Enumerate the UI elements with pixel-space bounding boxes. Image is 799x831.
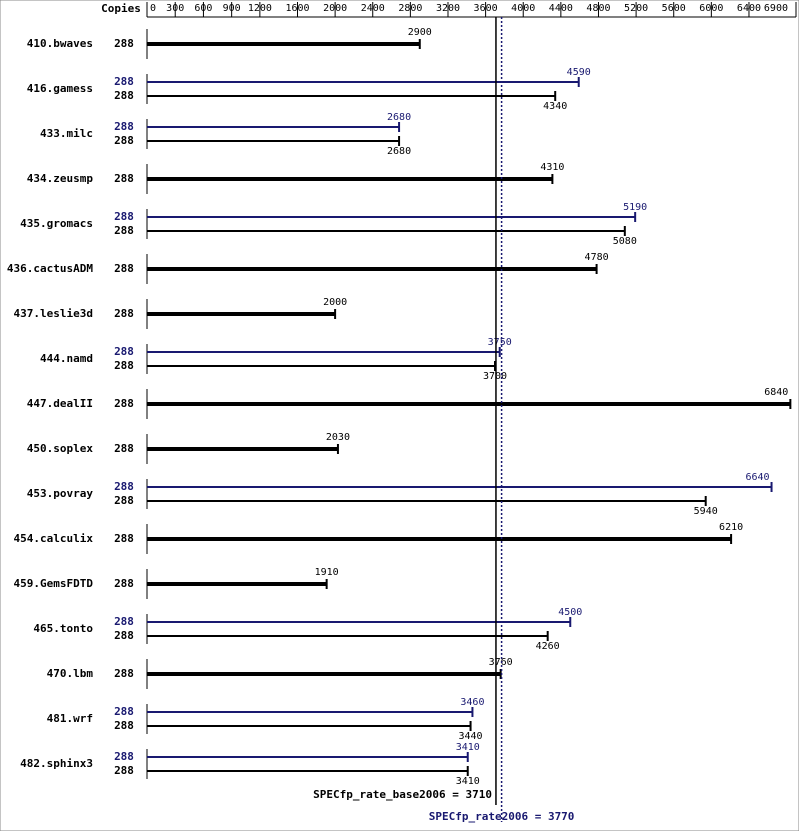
copies: 288 [114, 480, 134, 493]
copies: 288 [114, 615, 134, 628]
value-label: 4780 [585, 252, 609, 263]
copies: 288 [114, 750, 134, 763]
benchmark-name: 454.calculix [14, 532, 94, 545]
value-label: 5940 [694, 506, 718, 517]
value-label: 2680 [387, 112, 411, 123]
value-label: 2900 [408, 27, 432, 38]
benchmark-name: 434.zeusmp [27, 172, 94, 185]
copies: 288 [114, 210, 134, 223]
value-label: 3410 [456, 776, 480, 787]
x-tick-label: 1200 [248, 3, 272, 14]
copies: 288 [114, 224, 134, 237]
copies: 288 [114, 262, 134, 275]
copies: 288 [114, 764, 134, 777]
x-tick-label: 6900 [764, 3, 788, 14]
benchmark-name: 450.soplex [27, 442, 94, 455]
copies: 288 [114, 705, 134, 718]
benchmark-name: 435.gromacs [20, 217, 93, 230]
value-label: 4260 [536, 641, 560, 652]
benchmark-name: 470.lbm [47, 667, 94, 680]
x-tick-label: 6400 [737, 3, 761, 14]
value-label: 1910 [315, 567, 339, 578]
benchmark-name: 444.namd [40, 352, 93, 365]
copies: 288 [114, 37, 134, 50]
value-label: 5080 [613, 236, 637, 247]
x-tick-label: 4000 [511, 3, 535, 14]
x-tick-label: 5600 [662, 3, 686, 14]
x-tick-label: 4400 [549, 3, 573, 14]
value-label: 2680 [387, 146, 411, 157]
copies: 288 [114, 89, 134, 102]
benchmark-name: 481.wrf [47, 712, 93, 725]
benchmark-name: 410.bwaves [27, 37, 93, 50]
value-label: 6210 [719, 522, 743, 533]
reference-label: SPECfp_rate_base2006 = 3710 [313, 788, 492, 801]
value-label: 5190 [623, 202, 647, 213]
x-tick-label: 2000 [323, 3, 347, 14]
x-tick-label: 4800 [586, 3, 610, 14]
x-tick-label: 900 [223, 3, 241, 14]
copies: 288 [114, 719, 134, 732]
copies: 288 [114, 397, 134, 410]
benchmark-name: 437.leslie3d [14, 307, 93, 320]
copies: 288 [114, 667, 134, 680]
copies: 288 [114, 75, 134, 88]
x-tick-label: 1600 [285, 3, 309, 14]
value-label: 2000 [323, 297, 347, 308]
copies-header: Copies [101, 2, 141, 15]
benchmark-name: 416.gamess [27, 82, 93, 95]
value-label: 4340 [543, 101, 567, 112]
benchmark-name: 453.povray [27, 487, 94, 500]
copies: 288 [114, 359, 134, 372]
value-label: 6640 [745, 472, 769, 483]
benchmark-name: 482.sphinx3 [20, 757, 93, 770]
x-tick-label: 5200 [624, 3, 648, 14]
benchmark-name: 465.tonto [33, 622, 93, 635]
value-label: 4590 [567, 67, 591, 78]
x-tick-label: 6000 [699, 3, 723, 14]
x-tick-label: 600 [194, 3, 212, 14]
x-tick-label: 2800 [398, 3, 422, 14]
value-label: 6840 [764, 387, 788, 398]
value-label: 3440 [459, 731, 483, 742]
value-label: 3750 [488, 337, 512, 348]
copies: 288 [114, 577, 134, 590]
benchmark-name: 433.milc [40, 127, 93, 140]
value-label: 3700 [483, 371, 507, 382]
copies: 288 [114, 442, 134, 455]
copies: 288 [114, 307, 134, 320]
copies: 288 [114, 172, 134, 185]
value-label: 4500 [558, 607, 582, 618]
benchmark-name: 459.GemsFDTD [14, 577, 94, 590]
x-tick-label: 0 [150, 3, 156, 14]
copies: 288 [114, 120, 134, 133]
x-tick-label: 300 [166, 3, 184, 14]
value-label: 3410 [456, 742, 480, 753]
copies: 288 [114, 629, 134, 642]
reference-label: SPECfp_rate2006 = 3770 [429, 810, 575, 823]
copies: 288 [114, 345, 134, 358]
copies: 288 [114, 532, 134, 545]
x-tick-label: 3200 [436, 3, 460, 14]
benchmark-name: 436.cactusADM [7, 262, 93, 275]
copies: 288 [114, 134, 134, 147]
benchmark-name: 447.dealII [27, 397, 93, 410]
x-tick-label: 2400 [361, 3, 385, 14]
value-label: 2030 [326, 432, 350, 443]
x-tick-label: 3600 [474, 3, 498, 14]
value-label: 3760 [489, 657, 513, 668]
value-label: 4310 [540, 162, 564, 173]
copies: 288 [114, 494, 134, 507]
value-label: 3460 [460, 697, 484, 708]
